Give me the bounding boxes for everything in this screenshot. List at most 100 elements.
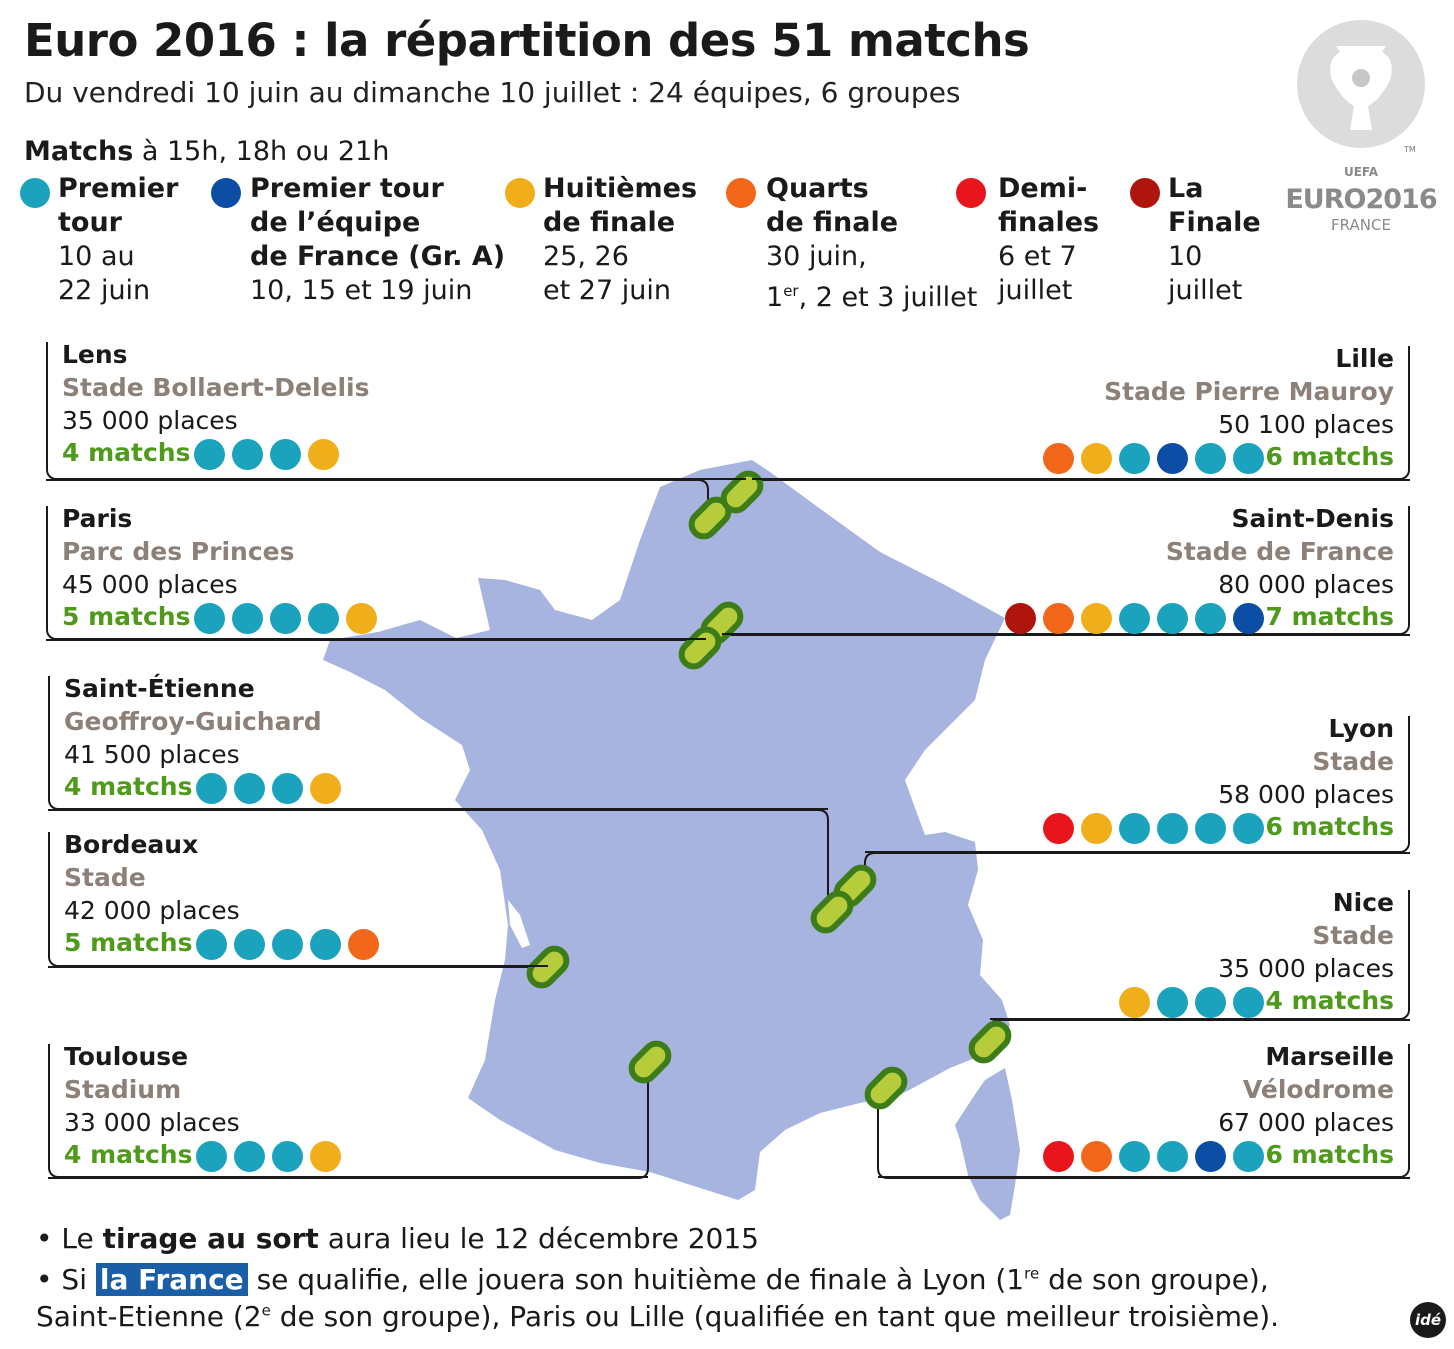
note-france-pre: • Si: [36, 1263, 96, 1296]
legend-date-sup: er: [783, 282, 799, 300]
stadium-name: Stadium: [64, 1075, 182, 1104]
city-name: Saint-Étienne: [64, 674, 255, 703]
match-dot-demi: [1043, 1141, 1074, 1172]
schedule-times: Matchs à 15h, 18h ou 21h: [24, 136, 389, 167]
connector-lille: [751, 479, 1410, 489]
legend-title-line: de l’équipe: [250, 207, 421, 238]
match-dot-premier-tour: [1119, 443, 1150, 474]
match-dot-finale: [1005, 603, 1036, 634]
stadium-name: Stade Bollaert-Delelis: [62, 373, 370, 402]
legend-dot-france: [211, 178, 241, 208]
match-count: 4 matchs: [64, 1140, 193, 1169]
stadium-marker-saint-etienne: [810, 890, 854, 934]
match-dot-premier-tour: [1195, 603, 1226, 634]
match-dot-premier-tour: [194, 603, 225, 634]
legend-date-line: et 27 juin: [543, 275, 671, 306]
match-dot-premier-tour: [194, 439, 225, 470]
stadium-capacity: 67 000 places: [1218, 1108, 1394, 1137]
match-dot-premier-tour: [1233, 1141, 1264, 1172]
match-dot-premier-tour: [1195, 443, 1226, 474]
match-dot-premier-tour: [1233, 987, 1264, 1018]
legend-date-line: 10: [1168, 241, 1203, 272]
match-dot-premier-tour: [272, 773, 303, 804]
match-dot-premier-tour: [1157, 987, 1188, 1018]
stadium-capacity: 45 000 places: [62, 570, 238, 599]
match-dot-premier-tour: [270, 603, 301, 634]
match-dot-premier-tour: [1119, 813, 1150, 844]
note-france-qualify: • Si la France se qualifie, elle jouera …: [36, 1263, 1269, 1296]
legend-date-num: 1: [766, 282, 784, 313]
city-name: Lille: [1335, 344, 1394, 373]
city-name: Saint-Denis: [1231, 504, 1394, 533]
city-card-paris: Paris Parc des Princes 45 000 places 5 matc…: [46, 504, 706, 640]
legend-date-line: 22 juin: [58, 275, 151, 306]
legend-title-line: Premier: [58, 173, 179, 204]
legend-title-line: Demi-: [998, 173, 1088, 204]
note-draw-post: aura lieu le 12 décembre 2015: [318, 1222, 759, 1255]
note-france-sup: re: [1024, 1264, 1040, 1283]
legend-title-line: tour: [58, 207, 122, 238]
match-dot-quarts: [348, 929, 379, 960]
legend-text: Premier tour de l’équipe de France (Gr. A)…: [250, 172, 505, 308]
legend-dot-finale: [1130, 178, 1160, 208]
city-name: Bordeaux: [64, 830, 199, 859]
stadium-name: Stade Pierre Mauroy: [1104, 377, 1394, 406]
match-count: 4 matchs: [1265, 986, 1394, 1015]
page-title: Euro 2016 : la répartition des 51 matchs: [24, 14, 1030, 67]
match-count: 6 matchs: [1265, 812, 1394, 841]
city-card-saint-etienne: Saint-Étienne Geoffroy-Guichard 41 500 pla…: [48, 674, 828, 810]
connector-lens: [46, 479, 709, 505]
match-dot-huitiemes: [1081, 443, 1112, 474]
legend-date-line: 10, 15 et 19 juin: [250, 275, 473, 306]
city-name: Lens: [62, 340, 128, 369]
logo-uefa: UEFA: [1344, 165, 1379, 179]
stadium-name: Parc des Princes: [62, 537, 295, 566]
stadium-name: Stade: [1312, 747, 1394, 776]
match-dot-premier-tour: [270, 439, 301, 470]
city-name: Marseille: [1265, 1042, 1394, 1071]
match-dot-premier-tour: [272, 929, 303, 960]
stadium-name: Geoffroy-Guichard: [64, 707, 322, 736]
schedule-label: Matchs: [24, 136, 134, 167]
stadium-name: Stade: [64, 863, 146, 892]
stadium-name: Stade: [1312, 921, 1394, 950]
trophy-icon: [1330, 46, 1392, 130]
note-draw-bold: tirage au sort: [102, 1222, 319, 1255]
legend-title-line: Finale: [1168, 207, 1261, 238]
city-card-nice: Nice Stade 35 000 places 4 matchs: [990, 888, 1410, 1020]
match-dot-france: [1157, 443, 1188, 474]
match-dot-premier-tour: [308, 603, 339, 634]
stadium-name: Stade de France: [1165, 537, 1394, 566]
legend-text: Huitièmes de finale 25, 26 et 27 juin: [543, 172, 697, 308]
match-count: 4 matchs: [62, 438, 191, 467]
legend-dot-demi: [956, 178, 986, 208]
legend-text: Demi-finales 6 et 7 juillet: [998, 172, 1099, 308]
match-count: 5 matchs: [62, 602, 191, 631]
legend-date-line: 10 au: [58, 241, 135, 272]
match-dot-huitiemes: [310, 1141, 341, 1172]
note-france-b: de son groupe),: [1039, 1263, 1269, 1296]
match-dot-quarts: [1043, 443, 1074, 474]
stadium-name: Vélodrome: [1242, 1075, 1394, 1104]
stadium-marker-marseille: [864, 1066, 908, 1110]
note-france-a: se qualifie, elle jouera son huitième de…: [247, 1263, 1025, 1296]
logo-france: FRANCE: [1331, 216, 1391, 234]
match-count: 4 matchs: [64, 772, 193, 801]
connector-saint-etienne: [48, 809, 829, 900]
match-dot-france: [1195, 1141, 1226, 1172]
stadium-capacity: 42 000 places: [64, 896, 240, 925]
match-dot-premier-tour: [232, 439, 263, 470]
match-dot-premier-tour: [1119, 603, 1150, 634]
match-count: 5 matchs: [64, 928, 193, 957]
note-france-continued: Saint-Etienne (2e de son groupe), Paris …: [36, 1300, 1279, 1333]
match-count: 7 matchs: [1265, 602, 1394, 631]
match-dot-premier-tour: [1119, 1141, 1150, 1172]
stadium-capacity: 35 000 places: [1218, 954, 1394, 983]
match-dot-premier-tour: [1157, 603, 1188, 634]
city-card-toulouse: Toulouse Stadium 33 000 places 4 matchs: [48, 1042, 648, 1178]
note-draw-pre: • Le: [36, 1222, 103, 1255]
match-count: 6 matchs: [1265, 442, 1394, 471]
legend-date-line: juillet: [1168, 275, 1243, 306]
city-card-lens: Lens Stade Bollaert-Delelis 35 000 places 4…: [46, 340, 746, 480]
match-dot-huitiemes: [1119, 987, 1150, 1018]
